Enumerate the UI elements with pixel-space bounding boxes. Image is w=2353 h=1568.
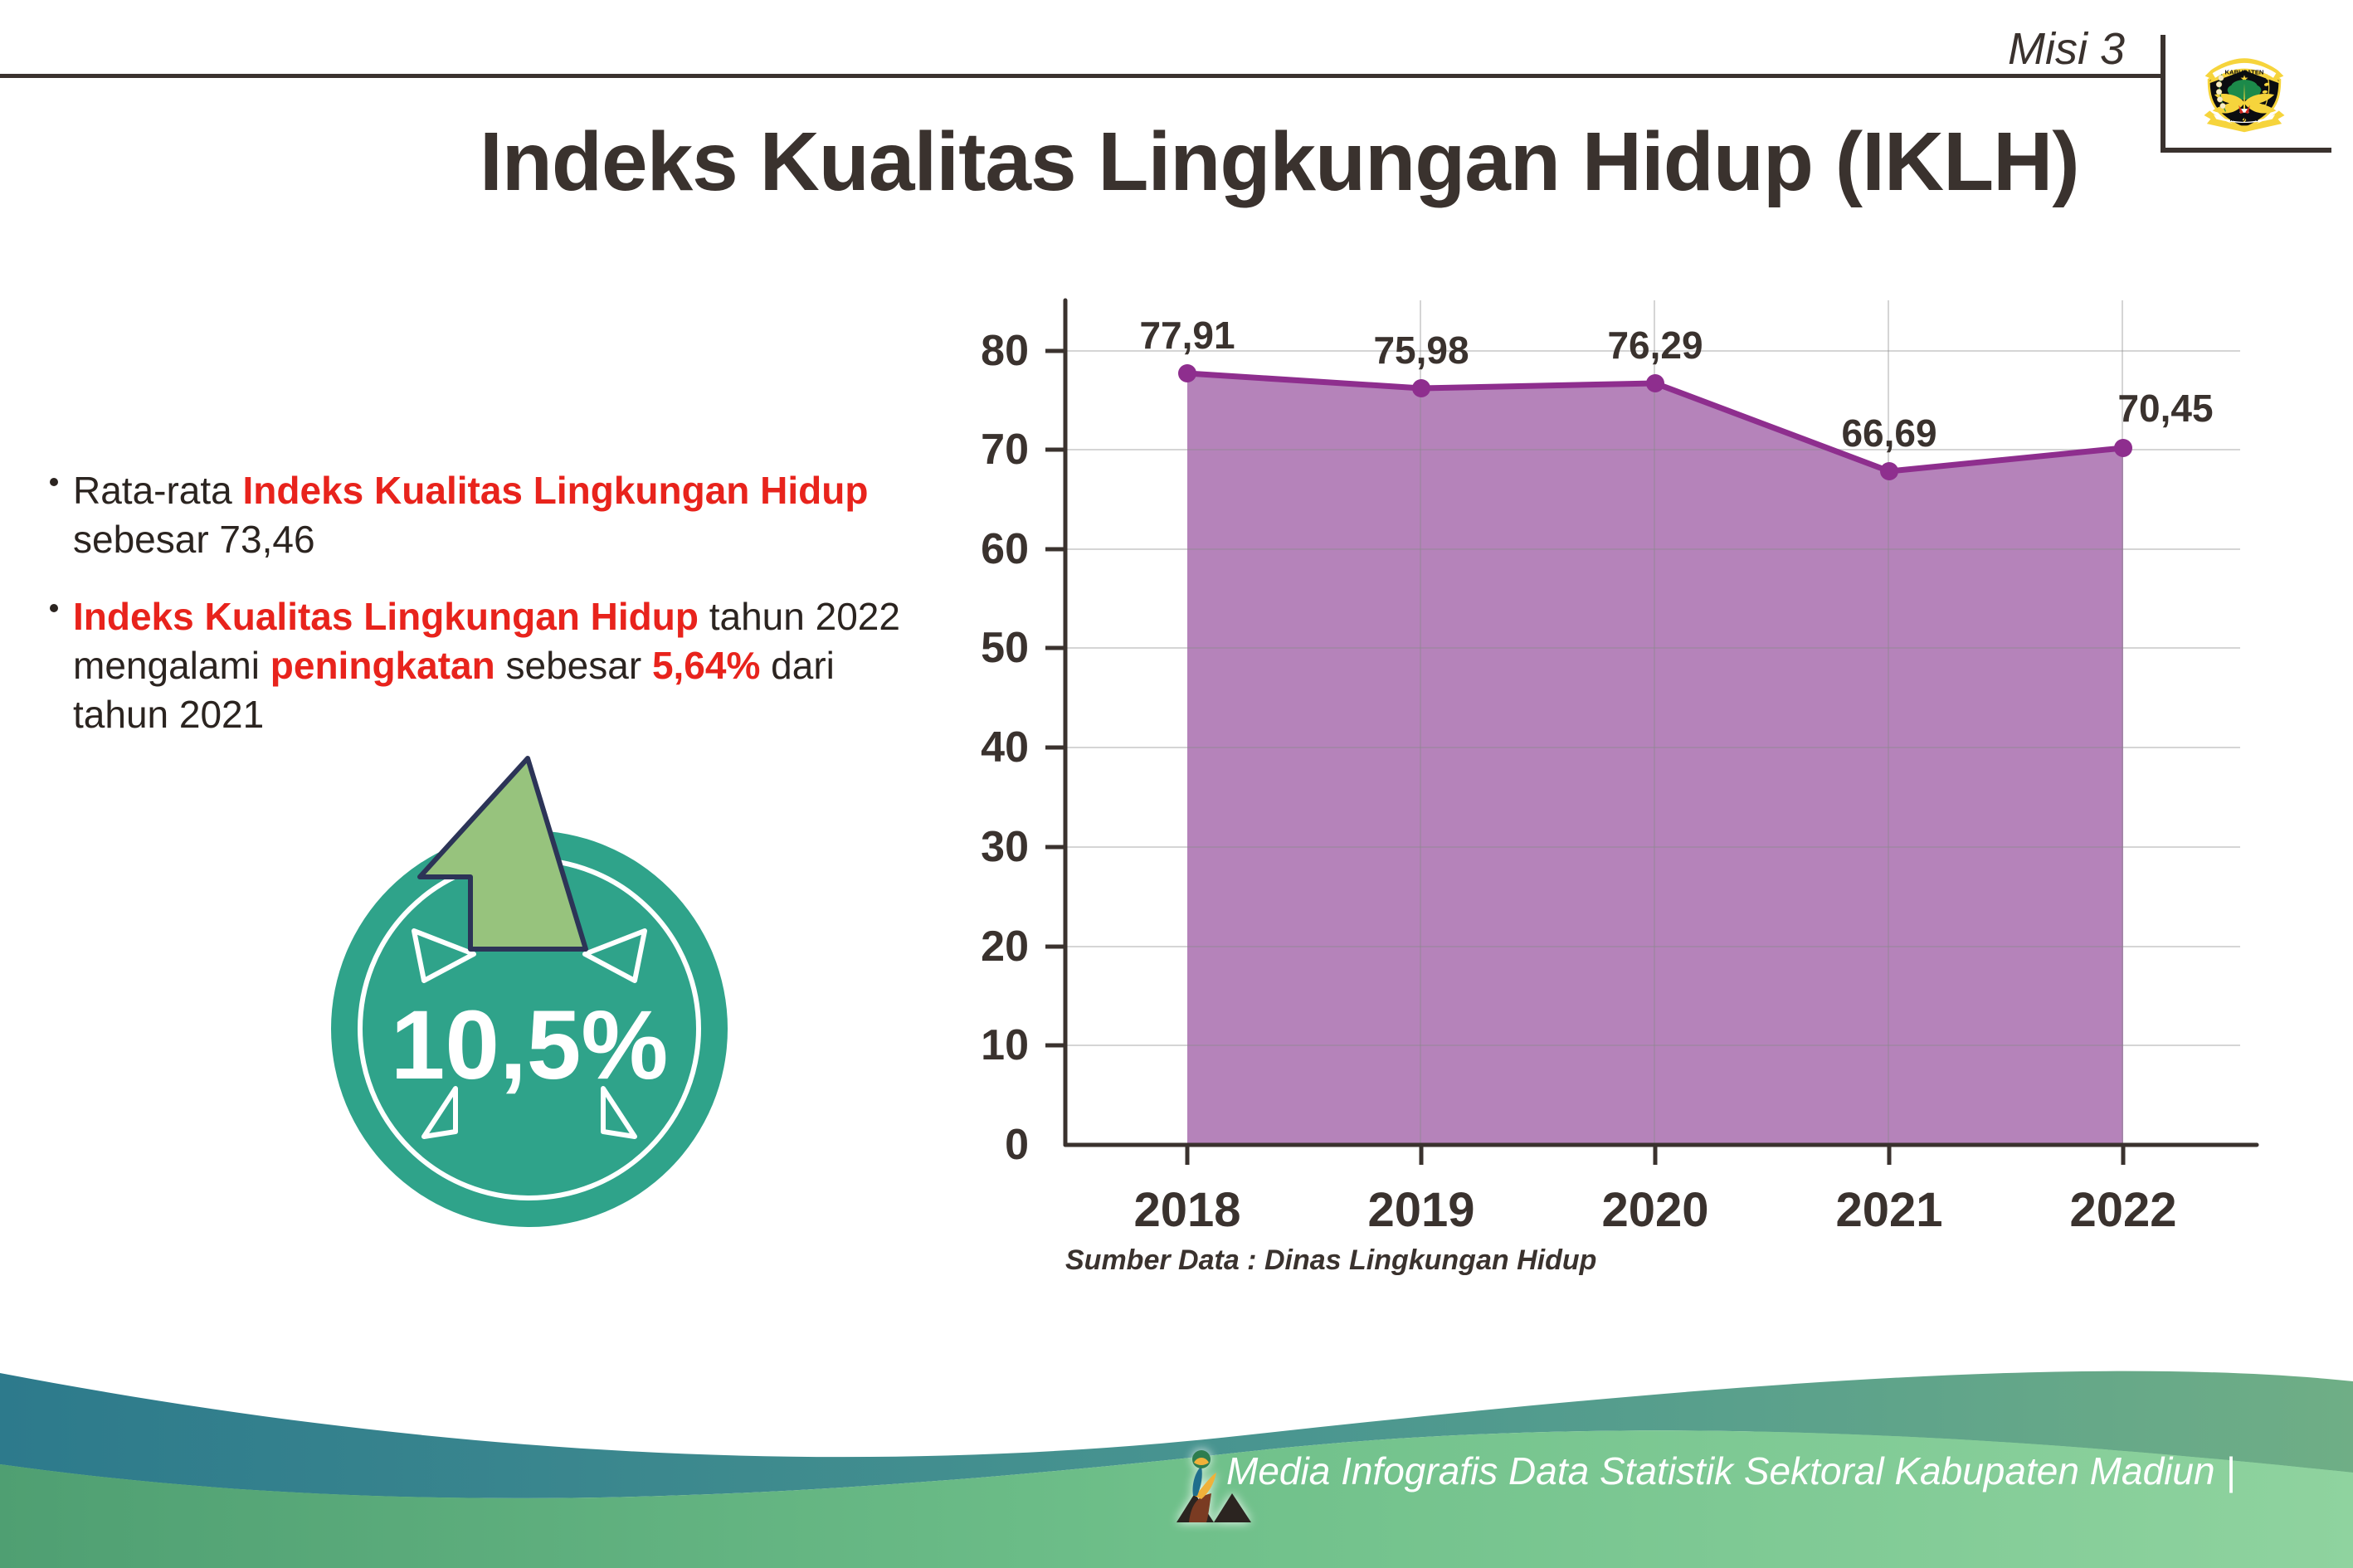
svg-text:2021: 2021 <box>1835 1183 1942 1237</box>
svg-text:77,91: 77,91 <box>1139 314 1235 357</box>
svg-text:60: 60 <box>981 525 1029 573</box>
svg-text:75,98: 75,98 <box>1373 329 1469 372</box>
svg-text:2018: 2018 <box>1133 1183 1240 1237</box>
svg-text:20: 20 <box>981 923 1029 971</box>
svg-text:70,45: 70,45 <box>2117 387 2213 430</box>
svg-text:0: 0 <box>1005 1121 1029 1169</box>
svg-text:10,5%: 10,5% <box>391 991 669 1100</box>
svg-text:30: 30 <box>981 823 1029 871</box>
svg-text:2022: 2022 <box>2069 1183 2176 1237</box>
svg-text:66,69: 66,69 <box>1841 411 1936 455</box>
svg-text:10: 10 <box>981 1021 1029 1069</box>
svg-text:76,29: 76,29 <box>1607 324 1703 367</box>
svg-text:2019: 2019 <box>1367 1183 1474 1237</box>
svg-text:40: 40 <box>981 723 1029 772</box>
svg-text:80: 80 <box>981 327 1029 375</box>
svg-text:70: 70 <box>981 426 1029 474</box>
svg-text:2020: 2020 <box>1601 1183 1708 1237</box>
svg-text:50: 50 <box>981 624 1029 672</box>
